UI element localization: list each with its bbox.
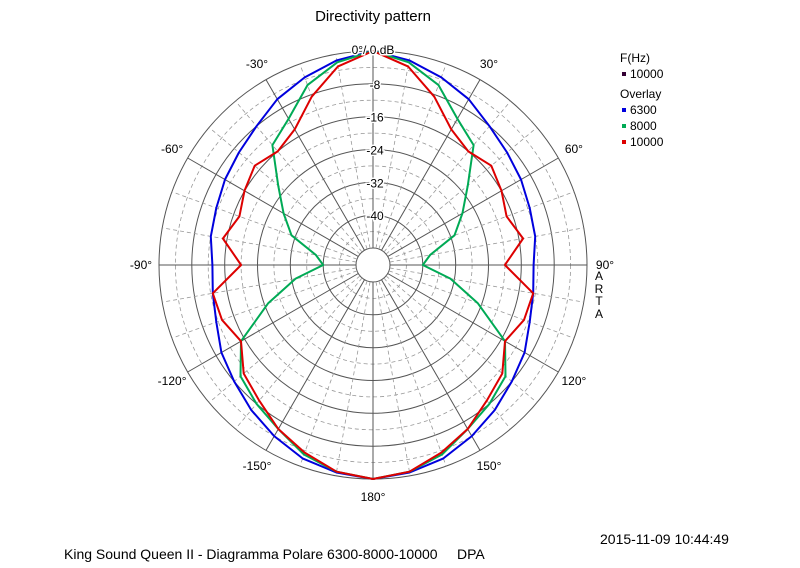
grid-spoke xyxy=(388,270,575,339)
grid-spoke xyxy=(299,63,368,250)
grid-spoke xyxy=(335,54,371,249)
angle-tick-label: -90° xyxy=(130,258,152,272)
radial-tick-label: -24 xyxy=(366,144,384,158)
grid-spoke xyxy=(388,191,575,260)
legend-item: 10000 xyxy=(620,66,663,82)
radial-tick-label: -8 xyxy=(370,78,381,92)
grid-spoke xyxy=(265,279,365,451)
chart-title: Directivity pattern xyxy=(315,8,431,25)
brand-letter: T xyxy=(595,294,603,308)
tick-layer: -8 -16 -24 -32 -40 0°/ 0 dB 30° 60° 90° 120° 150° 1… xyxy=(130,42,614,505)
angle-tick-label: 150° xyxy=(477,459,502,473)
legend-label: 10000 xyxy=(630,67,664,81)
brand-letter: R xyxy=(594,281,604,296)
angle-tick-label: 30° xyxy=(480,57,498,71)
grid-spoke xyxy=(387,273,559,373)
legend-item: 10000 xyxy=(620,134,663,150)
legend-swatch xyxy=(622,108,626,112)
legend-swatch xyxy=(622,124,626,128)
grid-spoke xyxy=(171,270,358,339)
grid-spoke xyxy=(378,63,447,250)
legend-swatch xyxy=(622,140,626,144)
legend-item: 6300 xyxy=(620,102,663,118)
grid-spoke xyxy=(208,127,361,255)
legend-label: 6300 xyxy=(630,103,657,117)
grid-spoke xyxy=(381,79,481,251)
grid-spoke xyxy=(335,281,371,476)
brand-letter: A xyxy=(594,269,603,283)
grid-spoke xyxy=(378,280,447,467)
grid-spoke xyxy=(375,281,411,476)
legend-overlay-header: Overlay xyxy=(620,87,662,101)
footer-caption: King Sound Queen II - Diagramma Polare 6… xyxy=(64,546,485,562)
grid-spoke xyxy=(387,157,559,257)
angle-tick-label: 120° xyxy=(561,374,586,388)
grid-spoke xyxy=(187,273,359,373)
brand-letter: A xyxy=(594,306,603,321)
legend-label: 10000 xyxy=(630,135,664,149)
grid-spoke xyxy=(389,267,584,303)
grid-spoke xyxy=(265,79,365,251)
legend-swatch xyxy=(622,72,626,76)
grid-spoke xyxy=(162,227,357,263)
arta-brand: A R T A xyxy=(594,270,604,320)
angle-tick-label: -60° xyxy=(161,142,183,156)
legend-item: 8000 xyxy=(620,118,663,134)
series-10000-line xyxy=(211,50,535,480)
grid-ring xyxy=(355,247,391,283)
legend-label: 8000 xyxy=(630,119,657,133)
reference-label: 0°/ 0 dB xyxy=(352,43,395,57)
angle-tick-label: -30° xyxy=(246,57,268,71)
grid-spoke xyxy=(171,191,358,260)
angle-tick-label: -120° xyxy=(158,374,187,388)
angle-tick-label: -150° xyxy=(243,459,272,473)
grid-spoke xyxy=(381,279,481,451)
legend-header: F(Hz) xyxy=(620,51,650,65)
angle-tick-label: 90° xyxy=(596,258,614,272)
radial-tick-label: -32 xyxy=(366,176,384,190)
timestamp: 2015-11-09 10:44:49 xyxy=(600,531,729,547)
grid-spoke xyxy=(299,280,368,467)
legend: F(Hz) 10000 Overlay 6300 8000 10000 xyxy=(620,50,663,150)
angle-tick-label: 180° xyxy=(361,490,386,504)
grid-spoke xyxy=(375,54,411,249)
grid-spoke xyxy=(162,267,357,303)
angle-tick-label: 60° xyxy=(565,142,583,156)
radial-tick-label: -16 xyxy=(366,111,384,125)
grid-spoke xyxy=(385,127,538,255)
grid-spoke xyxy=(389,227,584,263)
grid-spoke xyxy=(187,157,359,257)
radial-tick-label: -40 xyxy=(366,209,384,223)
series-layer xyxy=(209,50,537,480)
